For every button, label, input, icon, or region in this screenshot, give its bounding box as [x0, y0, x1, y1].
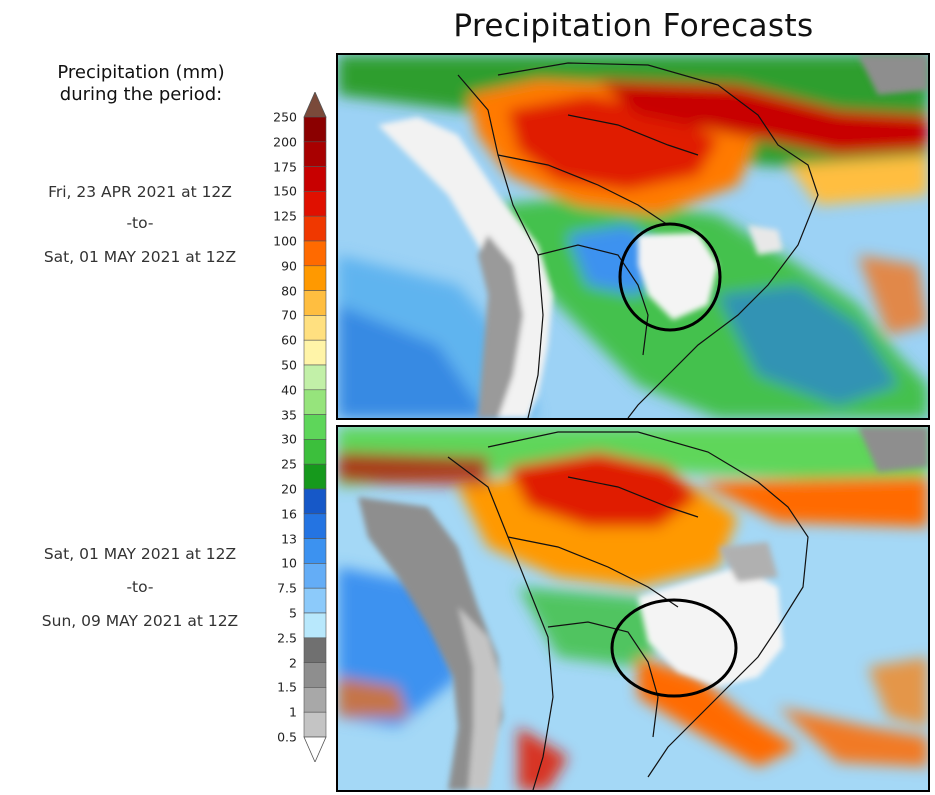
- colorbar-tick-label: 13: [281, 531, 297, 547]
- colorbar-segment-2: [303, 637, 327, 663]
- colorbar-tick-label: 80: [281, 283, 297, 299]
- colorbar-segment-30: [303, 414, 327, 440]
- period-2-separator: -to-: [126, 578, 154, 596]
- colorbar-segment-90: [303, 240, 327, 267]
- colorbar-segment-20: [303, 463, 327, 490]
- colorbar-tick-label: 20: [281, 481, 297, 497]
- colorbar-tick-label: 30: [281, 431, 297, 447]
- colorbar-segment-200: [303, 116, 327, 143]
- colorbar-tick-label: 35: [281, 407, 297, 423]
- colorbar-tick-label: 150: [273, 183, 297, 199]
- colorbar-segment-40: [303, 364, 327, 391]
- colorbar-tick-label: 60: [281, 332, 297, 348]
- period-2-start: Sat, 01 MAY 2021 at 12Z: [43, 545, 237, 563]
- colorbar-segment-10: [303, 538, 327, 564]
- colorbar-top-arrow: [303, 92, 327, 118]
- colorbar-tick-label: 175: [273, 159, 297, 175]
- colorbar-tick-label: 2: [289, 655, 297, 671]
- colorbar-bottom-arrow: [303, 736, 327, 762]
- colorbar-segment-16: [303, 488, 327, 515]
- legend-title-line2: during the period:: [59, 84, 223, 105]
- colorbar-tick-label: 1.5: [277, 679, 297, 695]
- colorbar-tick-label: 1: [289, 704, 297, 720]
- colorbar-segment-125: [303, 191, 327, 217]
- colorbar-tick-label: 50: [281, 357, 297, 373]
- forecast-map-period-2: [336, 425, 930, 792]
- chart-title: Precipitation Forecasts: [453, 8, 814, 44]
- colorbar-segment-5: [303, 587, 327, 614]
- colorbar-tick-label: 16: [281, 506, 297, 522]
- legend-title-line1: Precipitation (mm): [57, 62, 225, 83]
- colorbar-segment-80: [303, 265, 327, 291]
- colorbar-tick-label: 90: [281, 258, 297, 274]
- precipitation-colorbar: [303, 92, 327, 762]
- colorbar-segment-13: [303, 513, 327, 539]
- colorbar-tick-label: 10: [281, 555, 297, 571]
- colorbar-segment-150: [303, 166, 327, 192]
- colorbar-tick-label: 200: [273, 134, 297, 150]
- colorbar-segment-35: [303, 389, 327, 415]
- colorbar-segment-25: [303, 439, 327, 465]
- colorbar-tick-label: 125: [273, 208, 297, 224]
- colorbar-segment-7.5: [303, 563, 327, 589]
- colorbar-tick-label: 250: [273, 109, 297, 125]
- colorbar-tick-label: 0.5: [277, 729, 297, 745]
- colorbar-segment-2.5: [303, 612, 327, 639]
- colorbar-segment-60: [303, 315, 327, 341]
- period-1-end: Sat, 01 MAY 2021 at 12Z: [43, 248, 237, 266]
- period-2-end: Sun, 09 MAY 2021 at 12Z: [41, 612, 239, 630]
- colorbar-segment-1.5: [303, 662, 327, 688]
- period-1-separator: -to-: [126, 214, 154, 232]
- colorbar-tick-label: 7.5: [277, 580, 297, 596]
- colorbar-segment-70: [303, 290, 327, 316]
- legend-title: Precipitation (mm) during the period:: [10, 62, 272, 106]
- colorbar-segment-0.5: [303, 711, 327, 738]
- colorbar-tick-label: 2.5: [277, 630, 297, 646]
- colorbar-tick-label: 40: [281, 382, 297, 398]
- colorbar-tick-label: 25: [281, 456, 297, 472]
- colorbar-tick-label: 5: [289, 605, 297, 621]
- colorbar-segment-175: [303, 141, 327, 167]
- colorbar-tick-label: 100: [273, 233, 297, 249]
- forecast-map-period-1: [336, 53, 930, 420]
- colorbar-segment-50: [303, 339, 327, 366]
- colorbar-tick-label: 70: [281, 307, 297, 323]
- colorbar-segment-1: [303, 687, 327, 713]
- colorbar-segment-100: [303, 215, 327, 242]
- period-1-start: Fri, 23 APR 2021 at 12Z: [48, 183, 232, 201]
